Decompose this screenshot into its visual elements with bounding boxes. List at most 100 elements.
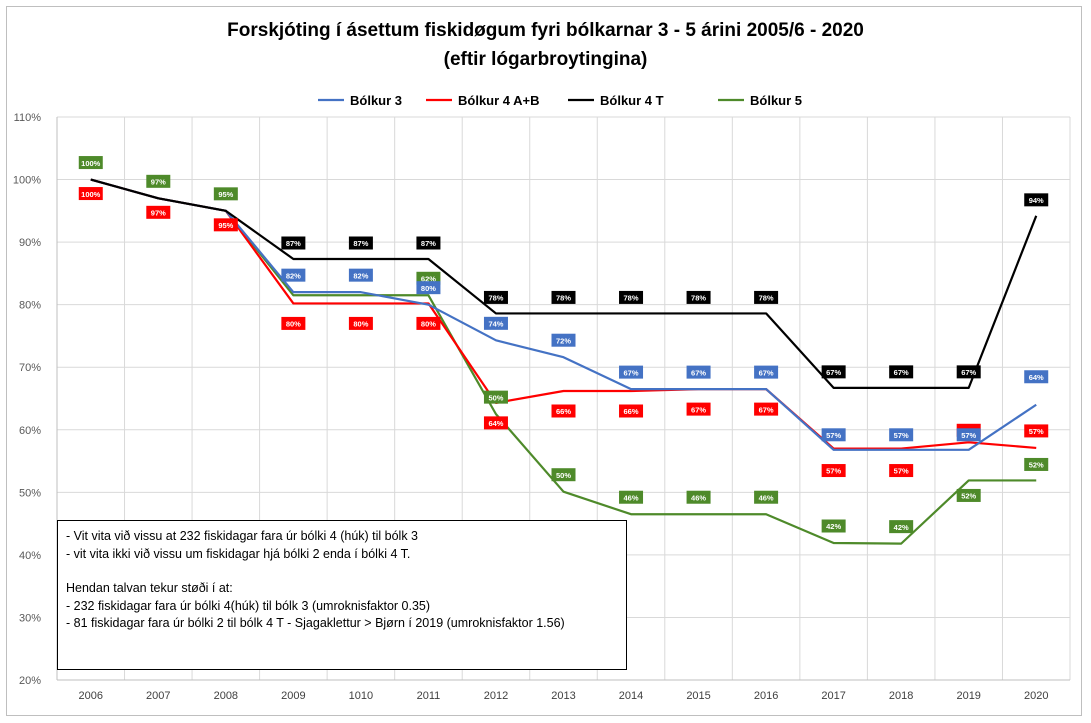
y-tick-label: 50% (19, 487, 41, 499)
note-line-3: Hendan talvan tekur støði í at: (66, 581, 233, 595)
data-label: 52% (961, 492, 976, 501)
data-label-bg (483, 316, 508, 330)
y-tick-label: 30% (19, 612, 41, 624)
data-label: 95% (218, 190, 233, 199)
data-label: 72% (556, 336, 571, 345)
data-label-bg (78, 187, 103, 201)
data-label: 78% (759, 294, 774, 303)
x-tick-label: 2015 (686, 690, 710, 702)
y-tick-label: 60% (19, 425, 41, 437)
data-label-bg (889, 428, 914, 442)
x-tick-label: 2016 (754, 690, 778, 702)
data-label: 46% (624, 493, 639, 502)
series-line-3 (90, 178, 1038, 389)
data-label: 42% (826, 522, 841, 531)
data-label-bg (686, 365, 711, 379)
data-label: 78% (691, 294, 706, 303)
data-label-bg (348, 236, 373, 250)
x-tick-label: 2009 (281, 690, 305, 702)
data-label-bg (416, 281, 441, 295)
note-line-2: - vit vita ikki við vissu um fiskidagar … (66, 546, 411, 561)
data-label-bg (754, 490, 779, 504)
data-label-bg (146, 205, 171, 219)
data-label: 100% (81, 159, 101, 168)
data-label-bg (348, 268, 373, 282)
data-label-bg (821, 365, 846, 379)
data-label-bg (754, 402, 779, 416)
y-tick-label: 40% (19, 550, 41, 562)
data-label: 67% (759, 405, 774, 414)
data-label-bg (146, 174, 171, 188)
y-tick-label: 110% (14, 112, 42, 124)
data-label-bg (416, 316, 441, 330)
x-tick-label: 2013 (551, 690, 575, 702)
data-label-bg (483, 390, 508, 404)
data-label-bg (821, 519, 846, 533)
data-label: 64% (488, 419, 503, 428)
data-label: 52% (1029, 461, 1044, 470)
x-tick-label: 2011 (417, 690, 441, 702)
data-label-bg (78, 156, 103, 170)
data-label-bg (619, 365, 644, 379)
notes-box: - Vit vita við vissu at 232 fiskidagar f… (57, 520, 627, 670)
data-label-bg (889, 365, 914, 379)
data-label: 67% (894, 368, 909, 377)
data-label-bg (956, 488, 981, 502)
data-label: 80% (353, 320, 368, 329)
note-line-5: - 81 fiskidagar fara úr bólki 2 til bólk… (66, 616, 565, 630)
data-label-bg (889, 520, 914, 534)
data-label: 57% (1029, 427, 1044, 436)
data-label: 50% (556, 471, 571, 480)
data-label-bg (213, 187, 238, 201)
data-label-bg (551, 290, 576, 304)
legend-label: Bólkur 4 A+B (458, 93, 540, 108)
data-label-bg (686, 490, 711, 504)
note-line-1: - Vit vita við vissu at 232 fiskidagar f… (66, 529, 419, 543)
data-label: 95% (218, 221, 233, 230)
y-tick-label: 20% (19, 675, 41, 687)
data-label-bg (416, 236, 441, 250)
data-label: 74% (488, 320, 503, 329)
y-tick-label: 100% (13, 175, 41, 187)
data-label-bg (619, 404, 644, 418)
data-label: 87% (286, 239, 301, 248)
data-label: 97% (151, 178, 166, 187)
data-label: 80% (421, 284, 436, 293)
data-label-bg (1024, 457, 1049, 471)
data-label: 87% (353, 239, 368, 248)
chart-title: Forskjóting í ásettum fiskidøgum fyri bó… (227, 20, 864, 41)
data-label: 100% (81, 190, 101, 199)
data-label-bg (483, 416, 508, 430)
y-tick-label: 80% (19, 300, 41, 312)
series-line-1 (90, 178, 1037, 451)
data-label: 80% (421, 320, 436, 329)
data-label: 57% (826, 431, 841, 440)
x-tick-label: 2020 (1024, 690, 1048, 702)
data-label: 57% (894, 467, 909, 476)
data-label-bg (1024, 424, 1049, 438)
legend-label: Bólkur 4 T (600, 93, 664, 108)
data-label-bg (1024, 193, 1049, 207)
data-label: 97% (151, 209, 166, 218)
data-label: 67% (691, 368, 706, 377)
data-label-bg (754, 290, 779, 304)
x-tick-label: 2012 (484, 690, 508, 702)
data-label: 80% (286, 320, 301, 329)
data-label: 87% (421, 239, 436, 248)
data-label: 67% (826, 368, 841, 377)
data-label: 64% (1029, 373, 1044, 382)
data-label-bg (281, 268, 306, 282)
data-label: 57% (826, 467, 841, 476)
x-tick-label: 2008 (214, 690, 238, 702)
data-label-bg (821, 464, 846, 478)
x-tick-label: 2014 (619, 690, 643, 702)
data-label-bg (348, 316, 373, 330)
data-label: 67% (961, 368, 976, 377)
data-label-bg (1024, 370, 1049, 384)
data-label-bg (754, 365, 779, 379)
legend-label: Bólkur 5 (750, 93, 802, 108)
data-label: 78% (624, 294, 639, 303)
data-label-bg (956, 365, 981, 379)
data-label-bg (551, 404, 576, 418)
